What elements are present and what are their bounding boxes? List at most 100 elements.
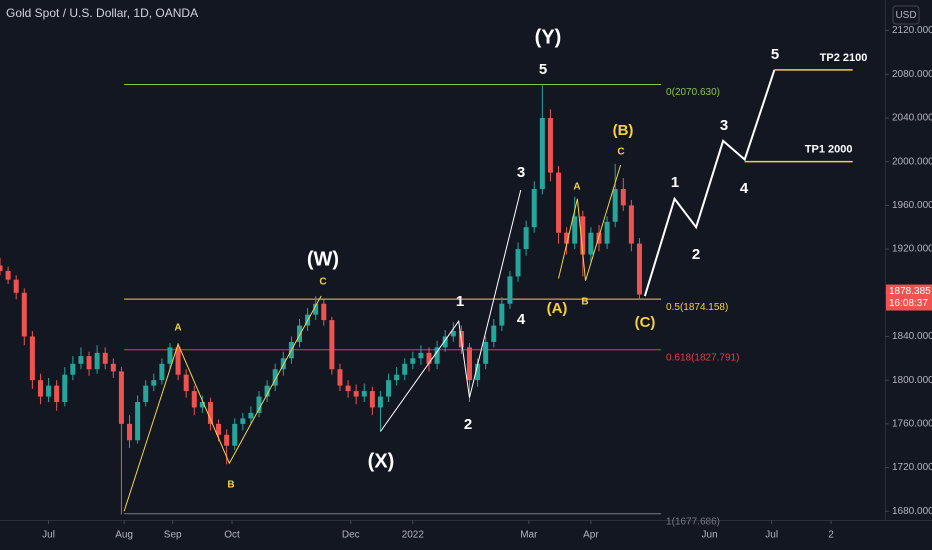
y-tick-label: 1800.000 bbox=[892, 375, 932, 386]
x-tick-label: Aug bbox=[115, 530, 133, 541]
candle-body bbox=[21, 292, 27, 337]
candle-body bbox=[240, 418, 246, 424]
candle-body bbox=[531, 188, 537, 228]
candle-body bbox=[207, 402, 213, 424]
chart-title: Gold Spot / U.S. Dollar, 1D, OANDA bbox=[6, 6, 198, 20]
last-price-tag bbox=[886, 284, 932, 311]
candle-body bbox=[386, 380, 392, 397]
wave-label: C bbox=[319, 277, 326, 288]
wave-label: (X) bbox=[368, 450, 395, 472]
candle-body bbox=[547, 117, 553, 173]
candle-body bbox=[434, 347, 440, 364]
candle-body bbox=[54, 385, 60, 403]
x-tick-label: 2 bbox=[828, 530, 834, 541]
candle-body bbox=[46, 385, 52, 397]
candle-body bbox=[13, 279, 19, 293]
candle-body bbox=[175, 347, 181, 375]
y-tick-label: 1760.000 bbox=[892, 419, 932, 430]
wave-label: A bbox=[174, 323, 181, 334]
candle-body bbox=[353, 391, 359, 397]
candle-body bbox=[507, 276, 513, 304]
candle-body bbox=[329, 320, 335, 370]
candle-body bbox=[183, 374, 189, 392]
candle-body bbox=[361, 391, 367, 397]
candle-body bbox=[337, 369, 343, 386]
x-tick-label: Dec bbox=[342, 530, 360, 541]
candle-body bbox=[564, 232, 570, 244]
wave-label: C bbox=[617, 147, 624, 158]
candle-body bbox=[556, 172, 562, 233]
x-tick-label: Sep bbox=[164, 530, 182, 541]
y-tick-label: 2040.000 bbox=[892, 113, 932, 124]
candle-body bbox=[426, 352, 432, 364]
candle-body bbox=[580, 216, 586, 255]
candle-body bbox=[394, 374, 400, 381]
currency-box[interactable] bbox=[892, 5, 920, 25]
candle-body bbox=[159, 363, 165, 381]
candle-body bbox=[0, 265, 3, 271]
candle-body bbox=[94, 352, 100, 370]
wave-label: 1 bbox=[671, 174, 679, 191]
candle-body bbox=[466, 347, 472, 381]
x-tick-label: 2022 bbox=[402, 530, 425, 541]
candle-body bbox=[167, 347, 173, 364]
y-tick-label: 1840.000 bbox=[892, 331, 932, 342]
candle-body bbox=[256, 396, 262, 413]
candle-body bbox=[127, 423, 133, 441]
candle-body bbox=[199, 402, 205, 408]
candle-body bbox=[62, 374, 68, 403]
candle-body bbox=[523, 227, 529, 250]
candle-body bbox=[620, 188, 626, 206]
candle-body bbox=[515, 249, 521, 277]
wave-label: 4 bbox=[517, 311, 526, 328]
candle-body bbox=[151, 380, 157, 386]
candle-body bbox=[442, 336, 448, 348]
candle-body bbox=[499, 303, 505, 326]
wave-line bbox=[643, 69, 776, 297]
candle-body bbox=[29, 336, 35, 381]
candle-body bbox=[572, 216, 578, 244]
wave-label: B bbox=[227, 480, 234, 491]
candle-body bbox=[418, 352, 424, 359]
candle-body bbox=[491, 325, 497, 342]
wave-label: B bbox=[581, 297, 588, 308]
x-tick-label: Jul bbox=[765, 530, 778, 541]
x-tick-label: Oct bbox=[224, 530, 240, 541]
candle-body bbox=[483, 341, 489, 364]
x-tick-label: Jun bbox=[702, 530, 718, 541]
candle-body bbox=[102, 352, 108, 364]
candle-body bbox=[345, 385, 351, 392]
candle-body bbox=[78, 356, 84, 364]
candle-body bbox=[296, 325, 302, 342]
candle-body bbox=[588, 232, 594, 255]
wave-label: 5 bbox=[771, 46, 779, 63]
candle-body bbox=[612, 188, 618, 222]
countdown: 16:08:37 bbox=[889, 298, 928, 309]
candle-body bbox=[604, 221, 610, 244]
fib-label: 0.618(1827.791) bbox=[666, 352, 739, 363]
wave-label: 2 bbox=[464, 416, 472, 433]
candle-body bbox=[596, 232, 602, 244]
candle-body bbox=[628, 205, 634, 244]
candle-body bbox=[37, 380, 43, 397]
wave-label: 1 bbox=[456, 293, 464, 310]
wave-label: (Y) bbox=[535, 26, 562, 48]
candle-body bbox=[216, 423, 222, 435]
candle-body bbox=[475, 363, 481, 381]
y-tick-label: 2120.000 bbox=[892, 25, 932, 36]
candle-body bbox=[118, 371, 124, 424]
y-tick-label: 1920.000 bbox=[892, 244, 932, 255]
y-tick-label: 2000.000 bbox=[892, 156, 932, 167]
candle-body bbox=[224, 434, 230, 446]
candle-body bbox=[5, 270, 11, 280]
wave-label: (A) bbox=[547, 300, 568, 317]
fib-label: 0(2070.630) bbox=[666, 87, 720, 98]
wave-label: A bbox=[573, 182, 580, 193]
wave-label: 3 bbox=[517, 164, 525, 181]
candle-body bbox=[369, 391, 375, 408]
x-tick-label: Mar bbox=[520, 530, 538, 541]
candle-body bbox=[377, 396, 383, 408]
y-tick-label: 1720.000 bbox=[892, 462, 932, 473]
wave-label: (W) bbox=[307, 248, 339, 270]
